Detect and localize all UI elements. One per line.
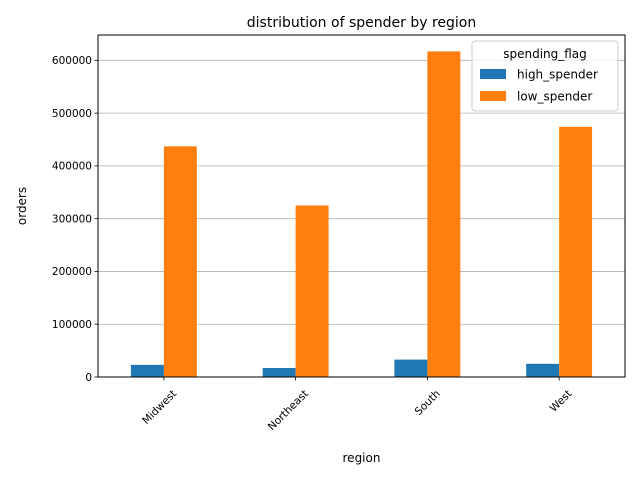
- y-tick-label: 600000: [52, 55, 92, 67]
- y-axis-ticks: 0 100000 200000 300000 400000 500000 600000: [52, 55, 98, 384]
- x-tick-label: Northeast: [266, 388, 311, 433]
- x-tick-label: Midwest: [140, 388, 179, 427]
- y-tick-label: 500000: [52, 108, 92, 120]
- y-tick-label: 0: [85, 372, 92, 384]
- legend-label-low_spender: low_spender: [517, 90, 592, 104]
- chart-title: distribution of spender by region: [247, 15, 476, 31]
- plot-frame: [97, 34, 626, 378]
- bars: [130, 51, 593, 377]
- bar-low_spender-northeast: [295, 205, 329, 377]
- x-tick-label: West: [548, 388, 575, 415]
- y-tick-label: 300000: [52, 213, 92, 225]
- bar-low_spender-midwest: [163, 146, 197, 377]
- legend-swatch-low_spender: [480, 91, 506, 101]
- x-tick-label: South: [413, 388, 443, 418]
- y-tick-label: 400000: [52, 161, 92, 173]
- y-tick-label: 200000: [52, 266, 92, 278]
- x-axis-ticks: Midwest Northeast South West: [140, 377, 574, 433]
- legend-label-high_spender: high_spender: [517, 68, 598, 82]
- bar-high_spender-south: [394, 359, 428, 377]
- bar-high_spender-northeast: [262, 368, 296, 377]
- legend: spending_flag high_spender low_spender: [471, 40, 619, 112]
- legend-items: high_spender low_spender: [480, 68, 598, 104]
- bar-low_spender-west: [559, 126, 593, 377]
- legend-title: spending_flag: [503, 47, 587, 61]
- x-axis-label: region: [343, 451, 381, 465]
- y-tick-label: 100000: [52, 319, 92, 331]
- bar-high_spender-west: [526, 363, 560, 377]
- bar-low_spender-south: [427, 51, 461, 377]
- y-axis-label: orders: [15, 187, 29, 225]
- legend-box: [471, 40, 619, 112]
- bar-high_spender-midwest: [130, 364, 164, 377]
- legend-swatch-high_spender: [480, 69, 506, 79]
